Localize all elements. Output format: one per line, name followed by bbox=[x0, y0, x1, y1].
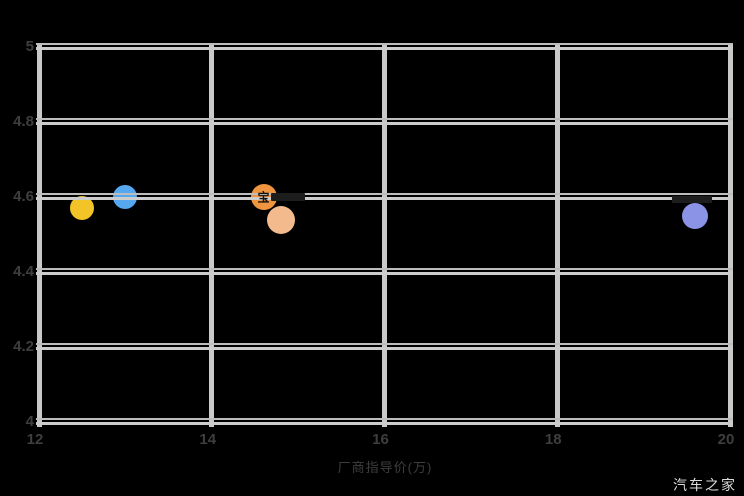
bubble-orange-label: 宝 bbox=[257, 190, 270, 205]
bubble-purple[interactable] bbox=[682, 202, 709, 229]
y-tick-label: 4.8 bbox=[13, 113, 34, 130]
grid-hline-thin bbox=[36, 418, 733, 420]
grid-hline bbox=[36, 422, 733, 425]
watermark-autohome: 汽车之家 bbox=[673, 477, 737, 493]
x-axis-title: 厂商指导价(万) bbox=[337, 460, 433, 475]
grid-hline bbox=[36, 197, 733, 200]
grid-hline bbox=[36, 347, 733, 350]
grid-vline bbox=[209, 43, 215, 427]
grid-hline-thin bbox=[36, 193, 733, 195]
y-tick-label: 4.4 bbox=[13, 263, 34, 280]
grid-hline-thin bbox=[36, 118, 733, 120]
grid-hline-thin bbox=[36, 343, 733, 345]
grid-vline bbox=[382, 43, 387, 427]
x-tick-label: 12 bbox=[26, 431, 44, 448]
x-tick-label: 18 bbox=[544, 431, 562, 448]
bubble-purple-dark-label bbox=[672, 195, 713, 203]
grid-hline bbox=[36, 122, 733, 125]
grid-hline bbox=[36, 272, 733, 275]
x-tick-label: 20 bbox=[717, 431, 735, 448]
grid-hline-thin bbox=[36, 43, 733, 45]
y-tick-label: 4.6 bbox=[13, 188, 34, 205]
x-tick-label: 14 bbox=[199, 431, 217, 448]
bubble-orange-dark-label bbox=[270, 193, 305, 201]
grid-vline bbox=[727, 43, 733, 427]
grid-vline bbox=[554, 43, 560, 427]
y-tick-label: 4 bbox=[25, 413, 34, 430]
grid-hline bbox=[36, 47, 733, 50]
grid-vline bbox=[36, 43, 42, 427]
y-tick-label: 5 bbox=[25, 38, 34, 55]
grid-hline-thin bbox=[36, 268, 733, 270]
bubble-peach[interactable] bbox=[266, 205, 295, 234]
bubble-yellow[interactable] bbox=[70, 196, 95, 221]
x-tick-label: 16 bbox=[372, 431, 389, 448]
y-tick-label: 4.2 bbox=[13, 338, 34, 355]
